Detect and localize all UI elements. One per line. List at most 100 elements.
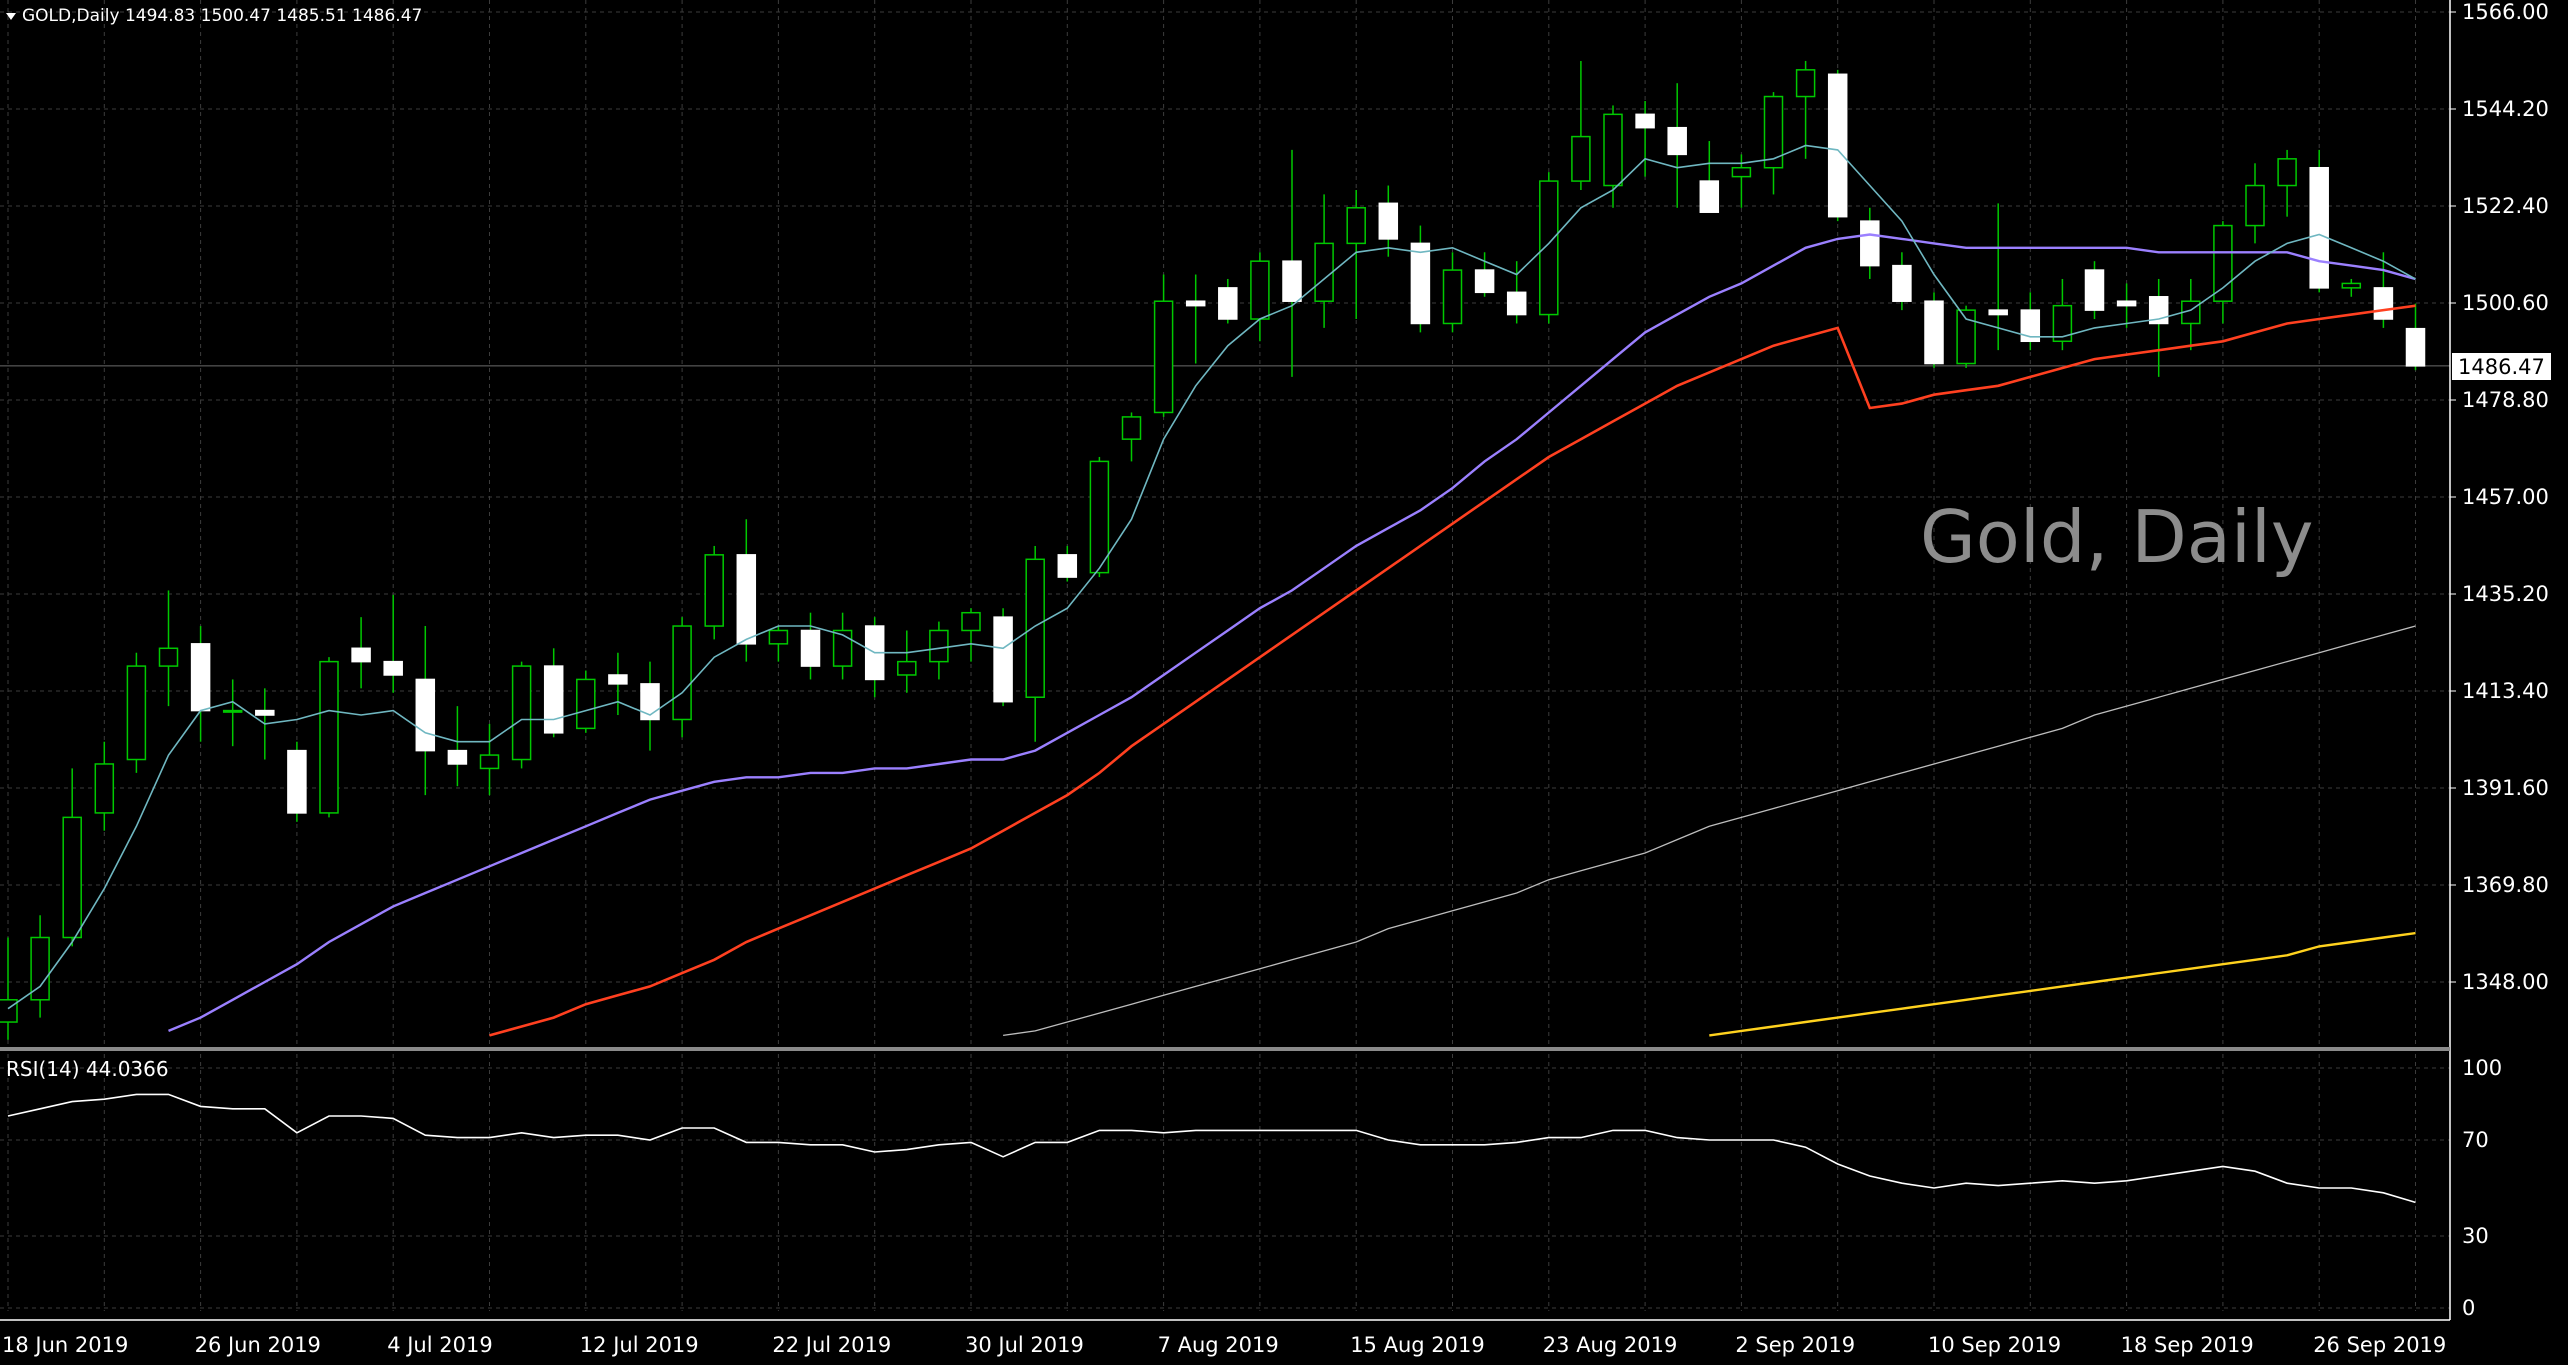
candle-bear <box>415 678 436 752</box>
candle-bear <box>543 665 564 734</box>
candle-bear <box>255 709 275 716</box>
x-tick-label: 15 Aug 2019 <box>1350 1333 1485 1357</box>
x-tick-label: 22 Jul 2019 <box>772 1333 891 1357</box>
candle-bull <box>158 647 179 667</box>
current-price-tag <box>2452 353 2551 380</box>
candle-bull <box>1250 260 1270 320</box>
candle-bear <box>993 616 1013 703</box>
y-tick-label: 1566.00 <box>2462 0 2549 24</box>
ma-fast-line <box>7 144 2416 1010</box>
candle-bear <box>2309 166 2329 289</box>
candle-bull <box>2052 304 2073 343</box>
x-tick-label: 7 Aug 2019 <box>1158 1333 1279 1357</box>
ma-100-line <box>1003 625 2416 1037</box>
rsi-y-tick-label: 0 <box>2462 1296 2475 1320</box>
candle-bull <box>832 629 853 667</box>
candle-bear <box>608 674 628 685</box>
x-tick-label: 12 Jul 2019 <box>580 1333 699 1357</box>
candle-bull <box>2277 158 2297 187</box>
candle-bull <box>126 665 147 761</box>
candle-bull <box>1314 242 1334 302</box>
collapse-triangle-icon[interactable] <box>6 13 16 20</box>
x-tick-label: 26 Jun 2019 <box>195 1333 321 1357</box>
candle-bull <box>62 816 82 939</box>
candle-bear <box>1282 260 1302 302</box>
candle-bear <box>2084 269 2105 311</box>
candle-bear <box>190 643 211 712</box>
candle-bull <box>1153 300 1174 414</box>
candle-bull <box>1956 309 1976 365</box>
candle-bear <box>1635 113 1655 129</box>
candle-bull <box>94 763 115 814</box>
y-tick-label: 1435.20 <box>2462 582 2549 606</box>
y-tick-label: 1522.40 <box>2462 194 2549 218</box>
candle-bull <box>0 999 18 1023</box>
current-price-label: 1486.47 <box>2458 355 2545 379</box>
candle-bull <box>1089 460 1110 574</box>
rsi-y-tick-label: 30 <box>2462 1224 2489 1248</box>
y-tick-label: 1413.40 <box>2462 679 2549 703</box>
candle-bear <box>1218 287 1238 320</box>
x-tick-label: 23 Aug 2019 <box>1543 1333 1678 1357</box>
candle-bear <box>287 749 307 814</box>
y-tick-label: 1348.00 <box>2462 970 2549 994</box>
candle-bear <box>447 749 468 765</box>
rsi-y-tick-label: 70 <box>2462 1128 2489 1152</box>
candle-bear <box>1892 264 1912 302</box>
ma-20-line <box>168 233 2416 1033</box>
candle-bull <box>479 754 500 770</box>
candles <box>0 60 2426 1040</box>
candle-bear <box>1185 300 1206 307</box>
ma-200-line <box>1709 931 2416 1037</box>
candle-bear <box>2405 327 2426 367</box>
candle-bear <box>351 647 371 663</box>
candle-bull <box>961 611 981 632</box>
candle-bull <box>319 660 339 814</box>
candle-bear <box>2373 287 2394 320</box>
candle-bull <box>511 665 532 761</box>
candle-bull <box>897 660 917 676</box>
candle-bull <box>2245 184 2265 227</box>
candle-bear <box>2020 309 2041 343</box>
candle-bull <box>1763 95 1784 169</box>
x-tick-label: 2 Sep 2019 <box>1735 1333 1855 1357</box>
candle-bull <box>704 554 724 627</box>
y-tick-label: 1544.20 <box>2462 97 2549 121</box>
candle-bull <box>1539 180 1559 316</box>
candle-bear <box>1474 269 1495 294</box>
candle-bull <box>1121 416 1142 440</box>
rsi-header: RSI(14) 44.0366 <box>6 1057 169 1081</box>
watermark-title: Gold, Daily <box>1920 495 2314 579</box>
x-tick-label: 30 Jul 2019 <box>965 1333 1084 1357</box>
x-tick-label: 4 Jul 2019 <box>387 1333 493 1357</box>
candle-bull <box>929 629 949 663</box>
candle-bull <box>672 625 692 721</box>
rsi-layer <box>7 1093 2416 1204</box>
symbol-header: GOLD,Daily 1494.83 1500.47 1485.51 1486.… <box>22 6 422 26</box>
candle-bear <box>1057 554 1078 578</box>
candle-bull <box>576 678 596 730</box>
ma-50-line <box>489 304 2416 1037</box>
grid <box>0 0 2450 1311</box>
y-tick-label: 1391.60 <box>2462 776 2549 800</box>
candle-bear <box>1860 220 1880 267</box>
candle-bear <box>1506 291 1527 316</box>
candle-bull <box>1571 135 1591 182</box>
frames <box>0 0 2451 1321</box>
y-tick-label: 1457.00 <box>2462 485 2549 509</box>
y-tick-label: 1500.60 <box>2462 291 2549 315</box>
candle-bear <box>2148 296 2169 325</box>
y-tick-label: 1478.80 <box>2462 388 2549 412</box>
candle-bear <box>1667 126 1687 156</box>
candle-bull <box>1603 113 1623 187</box>
candle-bull <box>2213 224 2233 302</box>
candle-bull <box>1442 269 1463 325</box>
x-tick-label: 18 Sep 2019 <box>2121 1333 2254 1357</box>
candle-bull <box>768 629 789 645</box>
candle-bear <box>1988 309 2008 316</box>
candle-bull <box>1025 558 1045 698</box>
candle-bear <box>736 554 757 645</box>
